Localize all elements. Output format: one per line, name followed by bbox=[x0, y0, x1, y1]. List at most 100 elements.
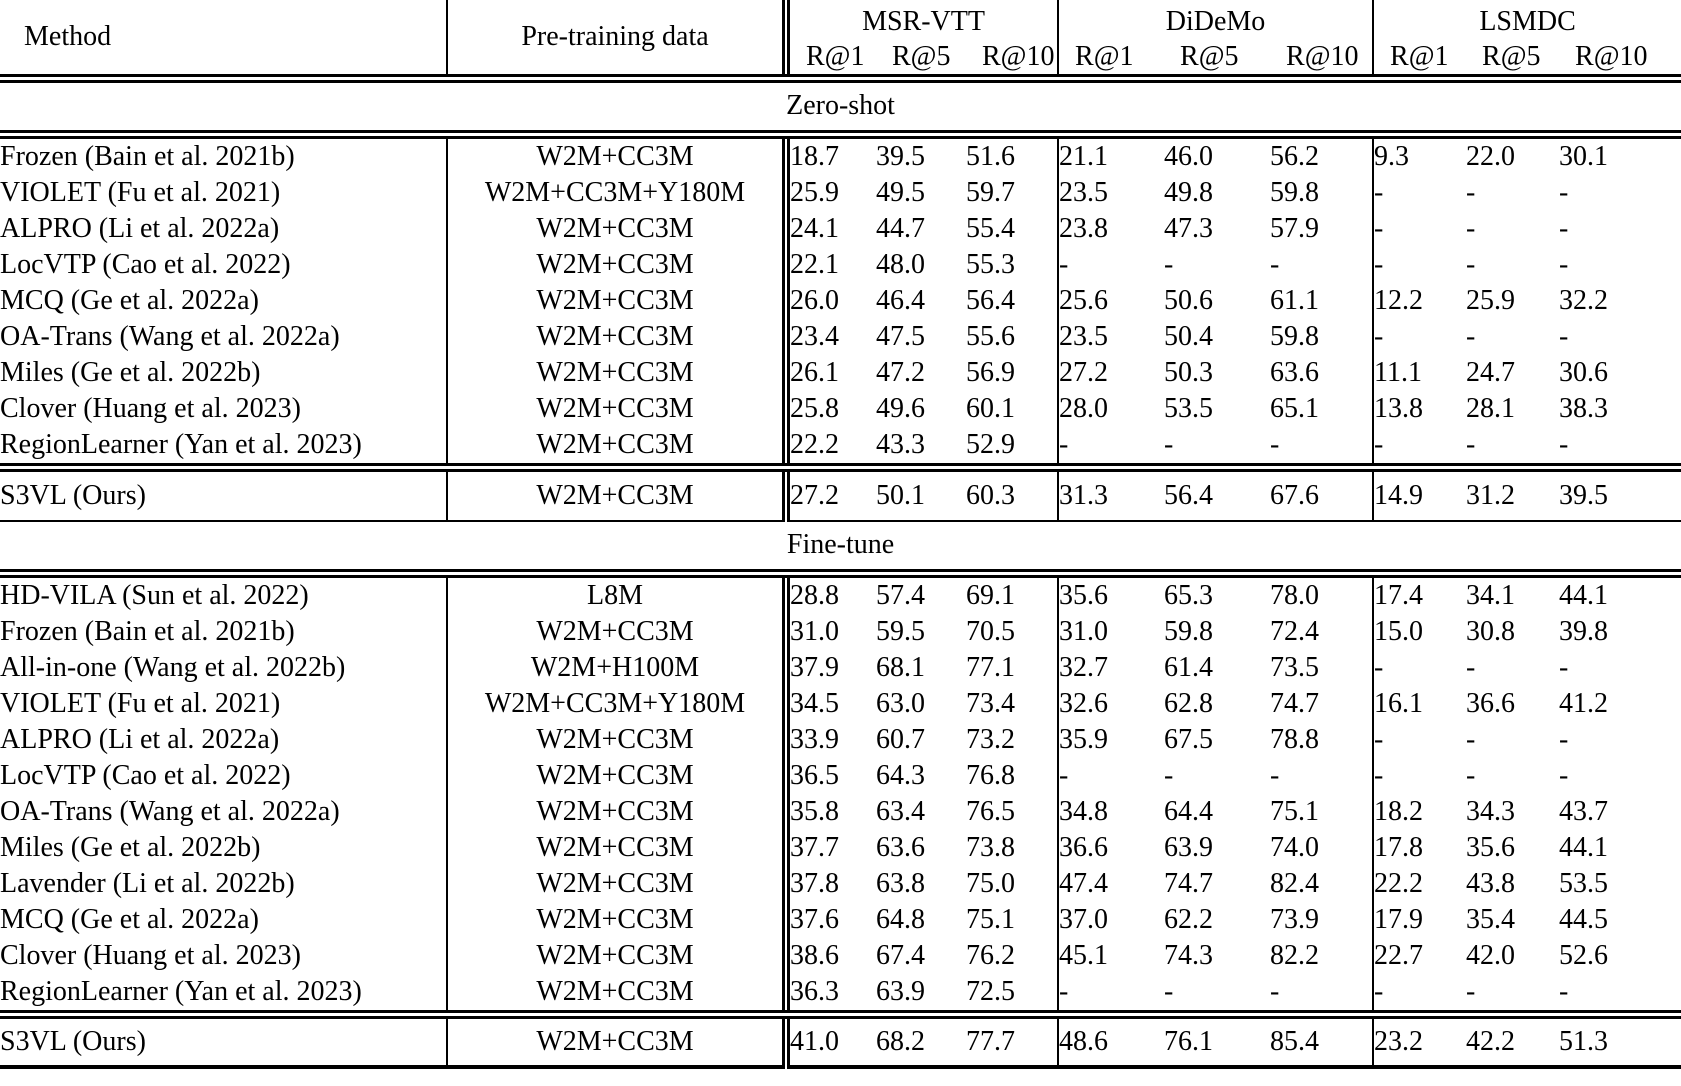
value-cell: - bbox=[1559, 248, 1569, 280]
value-cell: 13.8 bbox=[1374, 392, 1424, 424]
method-cell: ALPRO (Li et al. 2022a) bbox=[0, 211, 448, 247]
value-cell: 77.7 bbox=[966, 1010, 1060, 1069]
column-header-lsmdc-r1: R@1 bbox=[1373, 40, 1467, 83]
method-row: Frozen (Bain et al. 2021b) W2M+CC3M 18.7 39… bbox=[0, 134, 1681, 175]
method-row: OA-Trans (Wang et al. 2022a) W2M+CC3M 35.8… bbox=[0, 794, 1681, 830]
value-cell: 36.3 bbox=[790, 975, 839, 1007]
value-cell: - bbox=[1164, 975, 1174, 1007]
method-cell: OA-Trans (Wang et al. 2022a) bbox=[0, 319, 448, 355]
method-row: All-in-one (Wang et al. 2022b) W2M+H100M 3… bbox=[0, 650, 1681, 686]
value-cell: - bbox=[1559, 176, 1569, 208]
value-cell: 18.2 bbox=[1374, 795, 1424, 827]
value-cell: 17.8 bbox=[1374, 831, 1424, 863]
value-cell: 59.8 bbox=[1270, 319, 1375, 355]
pretraining-cell: W2M+H100M bbox=[447, 650, 790, 686]
value-cell: - bbox=[1374, 759, 1384, 791]
value-cell: 64.8 bbox=[876, 903, 925, 935]
value-cell: 11.1 bbox=[1374, 356, 1423, 388]
value-cell: - bbox=[1559, 723, 1569, 755]
method-row: Miles (Ge et al. 2022b) W2M+CC3M 37.7 63.6 7… bbox=[0, 830, 1681, 866]
value-cell: 51.3 bbox=[1559, 1010, 1681, 1069]
column-group-didemo: DiDeMo bbox=[1058, 0, 1375, 40]
value-cell: 23.2 bbox=[1373, 1010, 1467, 1069]
pretraining-cell: W2M+CC3M bbox=[447, 283, 790, 319]
column-header-didemo-r1: R@1 bbox=[1058, 40, 1165, 83]
method-cell: LocVTP (Cao et al. 2022) bbox=[0, 758, 448, 794]
pretraining-cell: W2M+CC3M bbox=[447, 427, 790, 468]
value-cell: 31.2 bbox=[1466, 463, 1560, 522]
value-cell: 31.3 bbox=[1058, 463, 1165, 522]
value-cell: 27.2 bbox=[786, 463, 876, 522]
value-cell: - bbox=[1466, 428, 1476, 460]
value-cell: 70.5 bbox=[966, 614, 1060, 650]
value-cell: 49.8 bbox=[1164, 176, 1214, 208]
method-row: Clover (Huang et al. 2023) W2M+CC3M 25.8 49… bbox=[0, 391, 1681, 427]
value-cell: 46.4 bbox=[876, 284, 925, 316]
value-cell: - bbox=[1466, 651, 1476, 683]
value-cell: - bbox=[1466, 320, 1476, 352]
value-cell: 30.8 bbox=[1466, 615, 1516, 647]
value-cell: 22.2 bbox=[1374, 867, 1424, 899]
value-cell: 36.6 bbox=[1059, 831, 1109, 863]
value-cell: 48.0 bbox=[876, 248, 925, 280]
value-cell: 53.5 bbox=[1164, 392, 1214, 424]
method-cell: MCQ (Ge et al. 2022a) bbox=[0, 283, 448, 319]
value-cell: - bbox=[1059, 975, 1069, 1007]
method-cell: Clover (Huang et al. 2023) bbox=[0, 938, 448, 974]
pretraining-cell: W2M+CC3M bbox=[447, 355, 790, 391]
value-cell: 50.6 bbox=[1164, 284, 1214, 316]
value-cell: 25.6 bbox=[1059, 284, 1109, 316]
value-cell: 75.1 bbox=[966, 902, 1060, 938]
column-header-method: Method bbox=[0, 0, 448, 83]
value-cell: 34.8 bbox=[1059, 795, 1109, 827]
value-cell: 57.9 bbox=[1270, 211, 1375, 247]
value-cell: 39.5 bbox=[1559, 463, 1681, 522]
value-cell: 78.8 bbox=[1270, 722, 1375, 758]
value-cell: 76.2 bbox=[966, 938, 1060, 974]
value-cell: 43.7 bbox=[1559, 795, 1609, 827]
pretraining-cell: W2M+CC3M bbox=[447, 794, 790, 830]
value-cell: 9.3 bbox=[1374, 140, 1410, 172]
method-cell: VIOLET (Fu et al. 2021) bbox=[0, 175, 448, 211]
value-cell: 69.1 bbox=[966, 573, 1060, 614]
column-header-pretraining: Pre-training data bbox=[447, 0, 790, 83]
value-cell: - bbox=[1374, 212, 1384, 244]
value-cell: 61.1 bbox=[1270, 283, 1375, 319]
value-cell: - bbox=[1374, 975, 1384, 1007]
value-cell: 35.9 bbox=[1059, 723, 1109, 755]
value-cell: 38.3 bbox=[1559, 392, 1609, 424]
method-cell: Frozen (Bain et al. 2021b) bbox=[0, 134, 448, 175]
value-cell: 73.8 bbox=[966, 830, 1060, 866]
value-cell: 65.1 bbox=[1270, 391, 1375, 427]
pretraining-cell: W2M+CC3M bbox=[447, 938, 790, 974]
method-row: MCQ (Ge et al. 2022a) W2M+CC3M 26.0 46.4 56.… bbox=[0, 283, 1681, 319]
value-cell: 42.0 bbox=[1466, 939, 1516, 971]
value-cell: 63.8 bbox=[876, 867, 925, 899]
pretraining-cell: W2M+CC3M bbox=[447, 866, 790, 902]
method-cell: MCQ (Ge et al. 2022a) bbox=[0, 902, 448, 938]
value-cell: 37.0 bbox=[1059, 903, 1109, 935]
value-cell: - bbox=[1059, 428, 1069, 460]
value-cell: - bbox=[1559, 320, 1569, 352]
value-cell: 82.2 bbox=[1270, 938, 1375, 974]
column-group-msrvtt: MSR-VTT bbox=[786, 0, 1060, 40]
section-row: Fine-tune bbox=[0, 521, 1681, 578]
value-cell: - bbox=[1559, 212, 1569, 244]
value-cell: 46.0 bbox=[1164, 140, 1214, 172]
value-cell: 64.3 bbox=[876, 759, 925, 791]
value-cell: 15.0 bbox=[1374, 615, 1424, 647]
value-cell: 43.8 bbox=[1466, 867, 1516, 899]
value-cell: 47.3 bbox=[1164, 212, 1214, 244]
value-cell: - bbox=[1270, 974, 1375, 1015]
ours-row: S3VL (Ours) W2M+CC3M 41.0 68.2 77.7 48.6 76.1 8… bbox=[0, 1010, 1681, 1069]
value-cell: 68.1 bbox=[876, 651, 925, 683]
value-cell: - bbox=[1059, 759, 1069, 791]
value-cell: 82.4 bbox=[1270, 866, 1375, 902]
pretraining-cell: W2M+CC3M bbox=[447, 319, 790, 355]
method-cell: Miles (Ge et al. 2022b) bbox=[0, 355, 448, 391]
value-cell: 31.0 bbox=[790, 615, 839, 647]
value-cell: 44.7 bbox=[876, 212, 925, 244]
value-cell: - bbox=[1559, 651, 1569, 683]
value-cell: 12.2 bbox=[1374, 284, 1424, 316]
